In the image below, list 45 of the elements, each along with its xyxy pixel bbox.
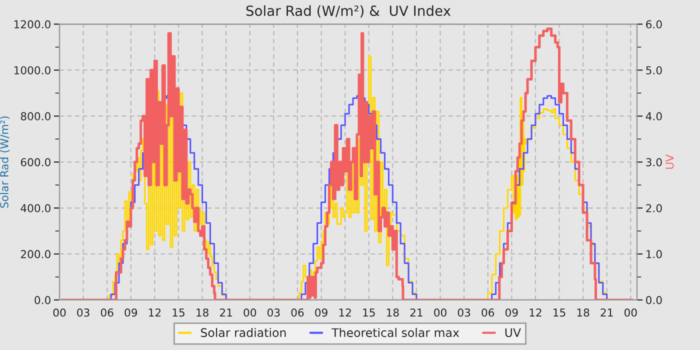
x-tick-label: 06 (482, 308, 494, 317)
y-tick-label: 1200.0 (14, 20, 50, 28)
y-axis-title: Solar Rad (W/m²) (0, 116, 10, 208)
x-tick-label: 12 (530, 308, 542, 317)
x-tick-label: 00 (244, 308, 256, 317)
chart-title: Solar Rad (W/m²) & UV Index (246, 5, 451, 18)
x-tick-label: 21 (410, 308, 422, 317)
x-tick-label: 12 (148, 308, 160, 317)
x-tick-label: 06 (291, 308, 304, 317)
y-tick-label: 800.0 (20, 112, 50, 120)
y-tick-label: 200.0 (20, 250, 50, 258)
y-tick-label: 0.0 (34, 296, 50, 304)
y-tick-label: 600.0 (20, 158, 50, 166)
y2-tick-label: 4.0 (646, 112, 662, 120)
x-tick-label: 06 (100, 308, 114, 317)
legend-label: Theoretical solar max (332, 328, 460, 338)
x-tick-label: 09 (505, 308, 518, 317)
x-tick-label: 00 (624, 308, 637, 317)
y-tick-label: 1000.0 (14, 66, 50, 74)
x-tick-label: 18 (386, 308, 399, 317)
x-tick-label: 00 (53, 308, 66, 317)
x-tick-label: 03 (77, 308, 90, 317)
x-tick-label: 18 (577, 308, 590, 317)
y2-tick-label: 5.0 (646, 66, 662, 74)
x-tick-label: 12 (339, 308, 351, 317)
x-tick-label: 15 (554, 308, 566, 317)
x-tick-label: 15 (172, 308, 184, 317)
x-tick-label: 03 (458, 308, 470, 317)
x-tick-label: 00 (434, 308, 446, 317)
x-tick-label: 03 (268, 308, 280, 317)
x-tick-label: 21 (220, 308, 232, 317)
y2-axis-title: UV (666, 154, 674, 169)
y-tick-label: 400.0 (20, 204, 50, 212)
legend-label: UV (505, 328, 521, 338)
x-tick-label: 15 (363, 308, 375, 317)
x-tick-label: 21 (600, 308, 613, 317)
y2-tick-label: 1.0 (646, 250, 662, 258)
x-tick-label: 18 (196, 308, 208, 317)
y2-tick-label: 6.0 (646, 20, 662, 28)
y2-tick-label: 2.0 (646, 204, 662, 212)
x-tick-label: 09 (315, 308, 328, 317)
x-tick-label: 09 (124, 308, 138, 317)
y2-tick-label: 3.0 (646, 158, 662, 166)
legend-label: Solar radiation (200, 328, 286, 338)
y2-tick-label: 0.0 (646, 296, 662, 304)
